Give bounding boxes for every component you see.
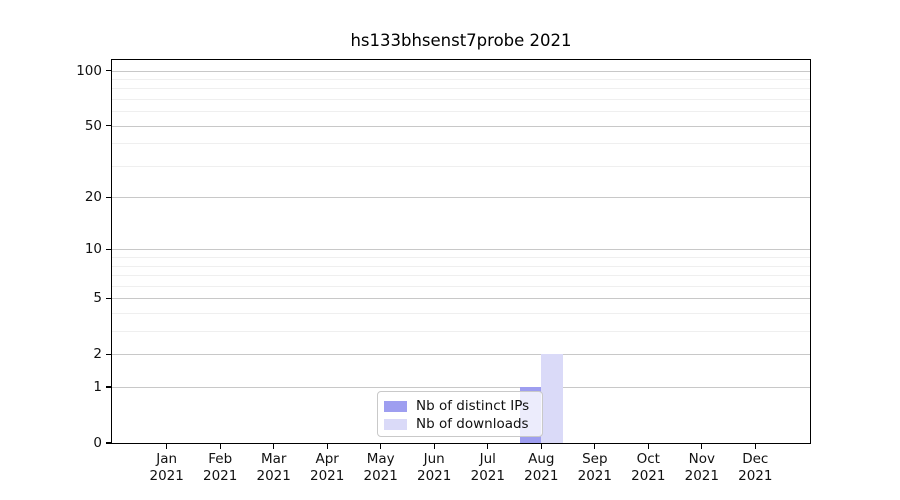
x-tick [166, 444, 168, 449]
x-tick-label: Sep 2021 [565, 451, 625, 484]
x-tick-year: 2021 [203, 467, 238, 484]
y-gridline-minor [112, 265, 810, 267]
legend-item: Nb of distinct IPs [384, 397, 535, 415]
x-tick-label: Aug 2021 [511, 451, 571, 484]
y-gridline-major [112, 70, 810, 72]
legend-label: Nb of distinct IPs [416, 398, 530, 414]
legend-swatch [384, 418, 407, 430]
legend-item: Nb of downloads [384, 415, 535, 433]
x-tick-label: Nov 2021 [672, 451, 732, 484]
x-tick-year: 2021 [417, 467, 452, 484]
x-tick-month: Feb [208, 451, 233, 467]
y-gridline-major [112, 197, 810, 199]
x-tick [380, 444, 382, 449]
y-gridline-major [112, 249, 810, 251]
y-tick-label: 2 [93, 346, 102, 363]
x-tick-month: Apr [315, 451, 339, 467]
y-gridline-minor [112, 275, 810, 277]
y-tick [106, 353, 111, 355]
x-tick [273, 444, 275, 449]
x-tick-label: Apr 2021 [297, 451, 357, 484]
x-tick-label: Jul 2021 [458, 451, 518, 484]
x-tick-month: May [366, 451, 395, 467]
x-tick-month: Jul [479, 451, 496, 467]
x-tick-year: 2021 [524, 467, 559, 484]
x-tick-year: 2021 [631, 467, 666, 484]
x-tick-year: 2021 [738, 467, 773, 484]
y-tick-label: 5 [93, 290, 102, 307]
x-tick-month: Nov [688, 451, 715, 467]
x-tick-year: 2021 [149, 467, 184, 484]
y-tick-label: 10 [84, 241, 102, 258]
y-gridline-minor [112, 257, 810, 259]
y-tick [106, 69, 111, 72]
x-tick-year: 2021 [470, 467, 505, 484]
plot-area [112, 60, 810, 443]
y-tick [106, 248, 111, 251]
y-tick-label: 20 [84, 189, 102, 206]
y-tick-label: 50 [84, 117, 102, 134]
x-tick-year: 2021 [310, 467, 345, 484]
y-tick-label: 0 [93, 435, 102, 451]
x-tick-month: Oct [636, 451, 660, 467]
x-tick-label: Feb 2021 [190, 451, 250, 484]
x-tick [594, 444, 596, 449]
x-tick [647, 444, 649, 449]
x-tick-month: Jan [156, 451, 178, 467]
x-tick-year: 2021 [684, 467, 719, 484]
y-tick [106, 196, 111, 198]
y-gridline-minor [112, 313, 810, 315]
bar-nb-of-downloads [541, 354, 563, 443]
legend: Nb of distinct IPs Nb of downloads [377, 391, 543, 437]
y-gridline-minor [112, 331, 810, 333]
y-tick [106, 386, 111, 388]
x-tick-month: Jun [423, 451, 445, 467]
chart-title: hs133bhsenst7probe 2021 [350, 31, 572, 50]
x-tick-label: Jun 2021 [404, 451, 464, 484]
y-gridline-minor [112, 78, 810, 80]
x-tick-year: 2021 [577, 467, 612, 484]
x-tick [326, 444, 328, 449]
x-tick-month: Dec [742, 451, 769, 467]
y-tick-label: 100 [76, 62, 102, 79]
x-tick [754, 444, 756, 449]
x-tick-month: Aug [528, 451, 555, 467]
x-tick-month: Sep [582, 451, 608, 467]
x-tick [487, 444, 489, 449]
legend-swatch [384, 400, 407, 412]
y-gridline-minor [112, 111, 810, 113]
legend-label: Nb of downloads [416, 416, 529, 432]
y-gridline-minor [112, 143, 810, 145]
x-tick-label: Mar 2021 [244, 451, 304, 484]
x-tick-year: 2021 [363, 467, 398, 484]
x-tick-month: Mar [260, 451, 287, 467]
y-gridline-minor [112, 165, 810, 167]
x-tick-label: May 2021 [351, 451, 411, 484]
y-gridline-minor [112, 88, 810, 90]
x-tick-year: 2021 [256, 467, 291, 484]
y-gridline-major [112, 125, 810, 127]
x-tick-label: Dec 2021 [725, 451, 785, 484]
y-tick [106, 297, 111, 300]
y-gridline-minor [112, 285, 810, 287]
y-gridline-major [112, 387, 810, 389]
x-tick-label: Oct 2021 [618, 451, 678, 484]
y-tick-label: 1 [93, 379, 102, 396]
y-gridline-major [112, 298, 810, 300]
y-tick [106, 442, 111, 444]
x-tick [219, 444, 221, 449]
y-gridline-major [112, 354, 810, 356]
x-tick [540, 444, 542, 449]
y-gridline-minor [112, 98, 810, 100]
x-tick [701, 444, 703, 449]
x-tick [433, 444, 435, 449]
x-tick-label: Jan 2021 [137, 451, 197, 484]
y-tick [106, 124, 111, 127]
